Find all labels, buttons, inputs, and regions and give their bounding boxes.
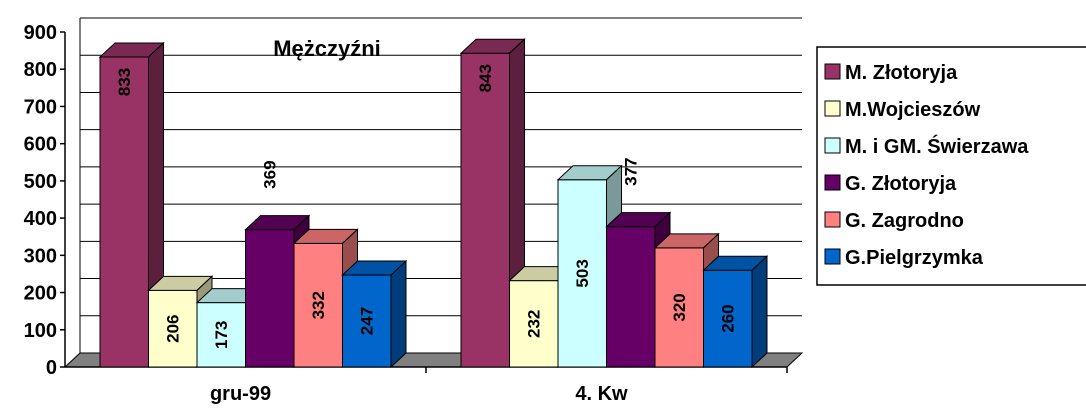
data-label: 173 — [212, 321, 231, 349]
data-label: 843 — [476, 64, 495, 92]
bar — [654, 247, 704, 368]
data-label: 833 — [115, 68, 134, 96]
y-tick-label: 900 — [24, 22, 57, 44]
y-tick-label: 800 — [24, 59, 57, 81]
bar-side — [390, 259, 407, 369]
axes: 0 100 200 300 400 500 600 700 800 900 gru-99 4. Kw — [24, 22, 788, 405]
y-tick-label: 400 — [24, 208, 57, 230]
legend-label: G. Zagrodno — [845, 210, 964, 232]
legend-label: M. Złotoryja — [845, 62, 958, 84]
legend-swatch — [824, 137, 841, 154]
legend-swatch — [824, 211, 841, 228]
data-labels: 833 206 173 369 332 247 843 232 503 377 320 260 — [115, 64, 738, 349]
legend-label: G.Pielgrzymka — [845, 247, 984, 269]
y-tick-label: 600 — [24, 134, 57, 156]
data-label: 332 — [309, 291, 328, 319]
y-tick-label: 300 — [24, 245, 57, 267]
bar — [557, 179, 607, 368]
x-tick-label: gru-99 — [210, 383, 271, 405]
x-tick-label: 4. Kw — [575, 383, 628, 405]
data-label: 503 — [573, 259, 592, 287]
bar — [99, 56, 149, 368]
bar — [148, 289, 198, 368]
legend-swatch — [824, 63, 841, 80]
legend-swatch — [824, 248, 841, 265]
data-label: 320 — [670, 293, 689, 321]
bar — [703, 269, 753, 368]
legend: M. Złotoryja M.Wojcieszów M. i GM. Świerza… — [816, 46, 1086, 286]
y-tick-label: 700 — [24, 96, 57, 118]
data-label: 369 — [261, 160, 280, 188]
bar — [293, 242, 343, 368]
legend-label: M.Wojcieszów — [845, 99, 981, 121]
data-label: 377 — [622, 157, 641, 185]
y-tick-label: 500 — [24, 171, 57, 193]
y-tick-label: 0 — [46, 357, 57, 379]
data-label: 206 — [164, 314, 183, 342]
data-label: 260 — [719, 304, 738, 332]
legend-box — [816, 46, 1086, 286]
data-label: 232 — [525, 310, 544, 338]
legend-swatch — [824, 174, 841, 191]
data-label: 247 — [358, 307, 377, 335]
bar — [606, 226, 656, 368]
legend-label: M. i GM. Świerzawa — [845, 134, 1029, 158]
bars — [98, 38, 769, 369]
chart-title: Mężczyźni — [273, 36, 381, 61]
bar — [460, 52, 510, 368]
legend-swatch — [824, 100, 841, 117]
bar-side — [751, 255, 768, 369]
bar — [342, 274, 392, 368]
bar — [245, 229, 295, 368]
legend-label: G. Złotoryja — [845, 173, 957, 195]
y-tick-label: 100 — [24, 320, 57, 342]
y-tick-label: 200 — [24, 283, 57, 305]
